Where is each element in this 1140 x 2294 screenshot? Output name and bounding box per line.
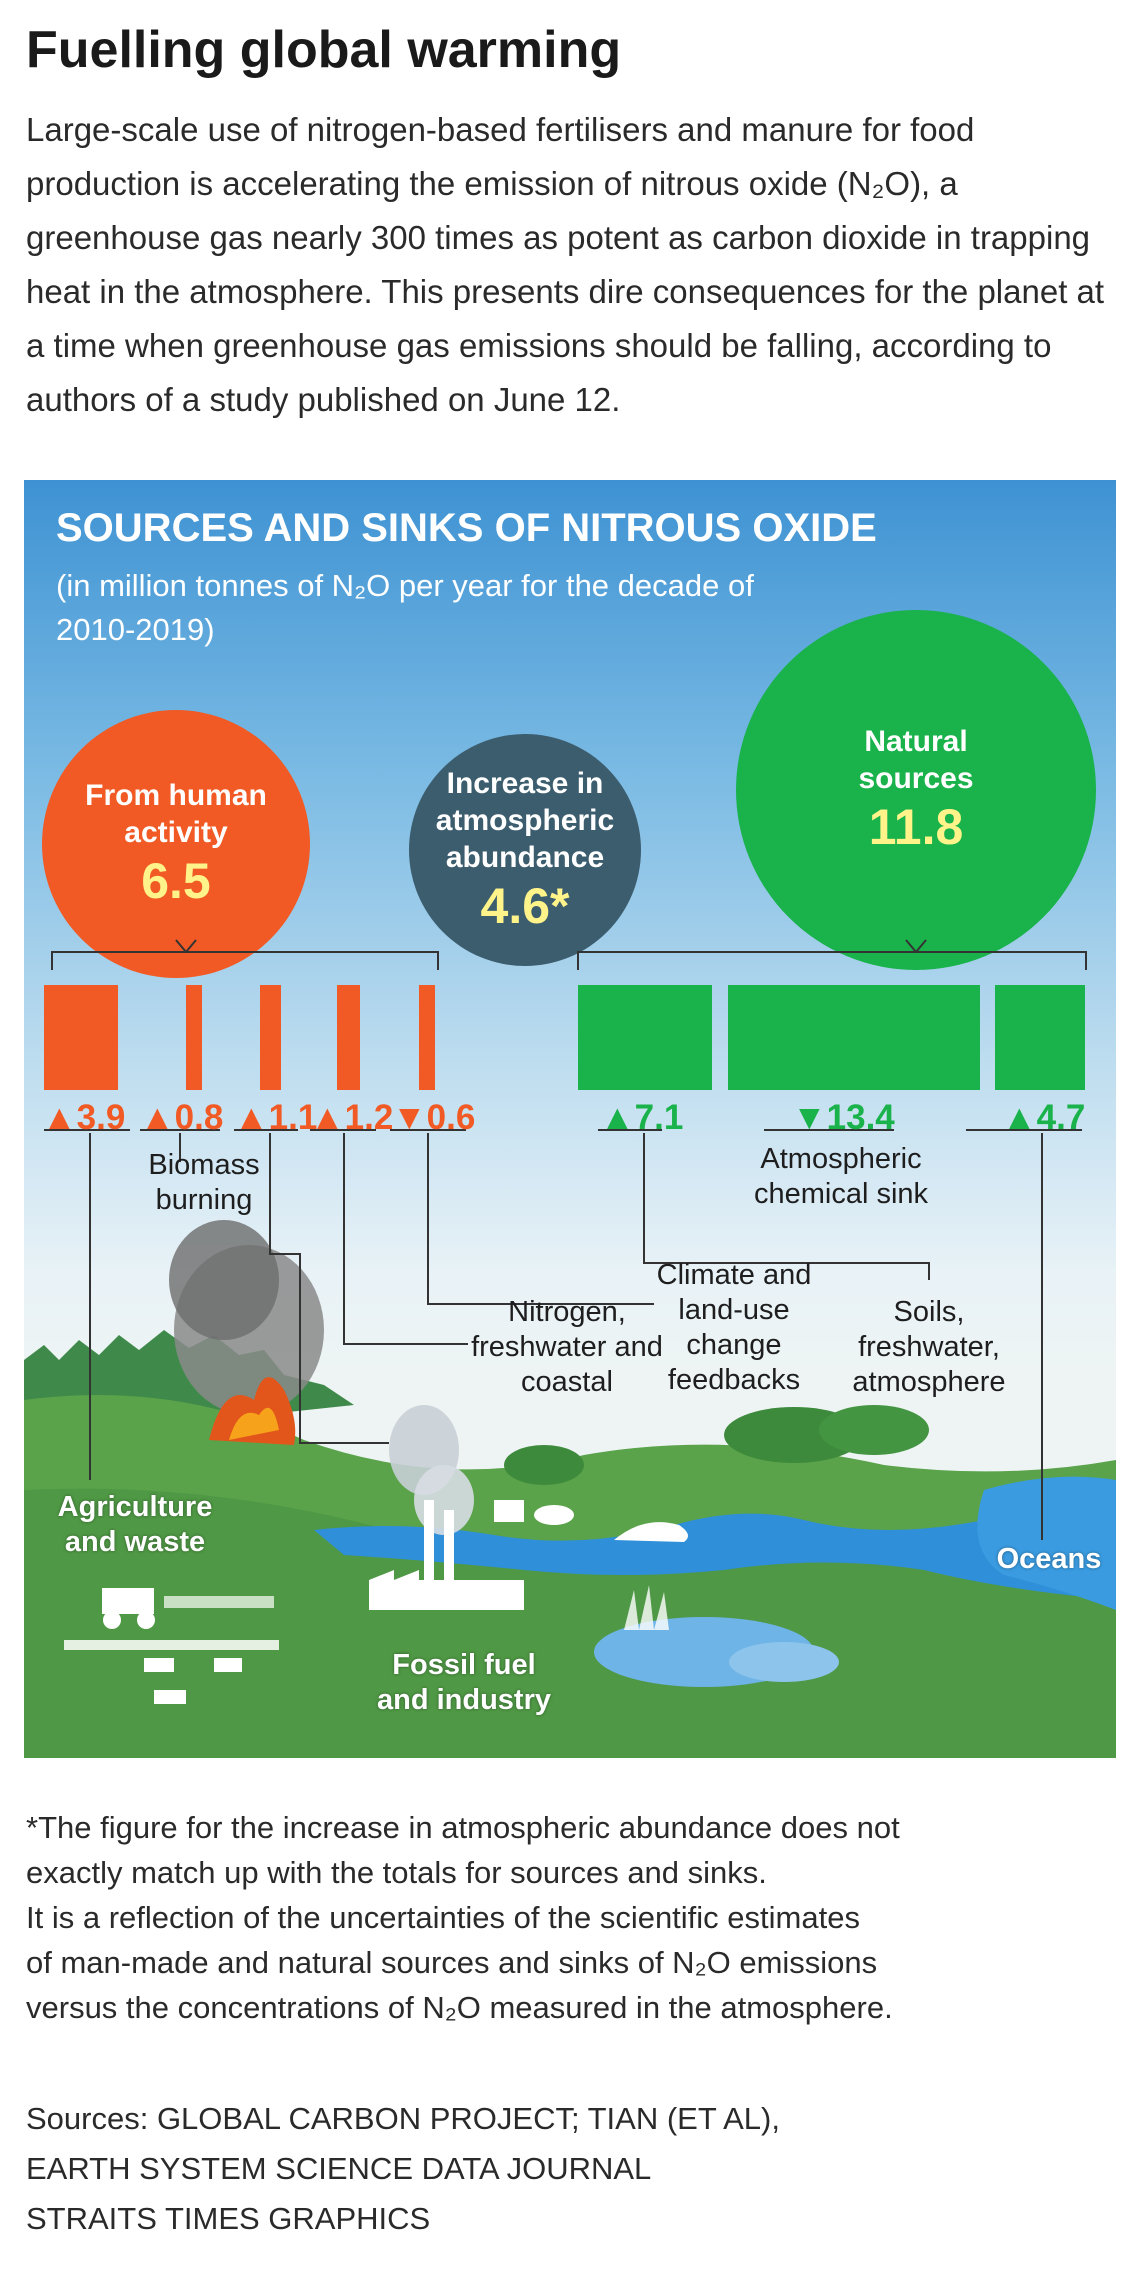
natural-bar-2 bbox=[995, 985, 1085, 1090]
panel-subtitle: (in million tonnes of N₂O per year for t… bbox=[56, 568, 754, 647]
human-bar-1 bbox=[186, 985, 202, 1090]
footnote-line: It is a reflection of the uncertainties … bbox=[26, 1900, 860, 1935]
footnote-line: of man-made and natural sources and sink… bbox=[26, 1945, 878, 1980]
footnote-line: *The figure for the increase in atmosphe… bbox=[26, 1810, 900, 1845]
label-oceans: Oceans bbox=[996, 1543, 1102, 1575]
label-soils-freshwater: Soils, freshwater, atmosphere bbox=[852, 1296, 1006, 1398]
label-biomass-burning: Biomass burning bbox=[148, 1149, 260, 1216]
human-activity-circle: From human activity 6.5 bbox=[42, 710, 310, 978]
human-value-4: ▼0.6 bbox=[392, 1098, 476, 1137]
atmospheric-abundance-value: 4.6* bbox=[480, 877, 570, 934]
atmospheric-abundance-circle: Increase in atmospheric abundance 4.6* bbox=[409, 734, 641, 966]
footnote: *The figure for the increase in atmosphe… bbox=[26, 1805, 1116, 2030]
footnote-line: versus the concentrations of N₂O measure… bbox=[26, 1990, 893, 2025]
human-bar-2 bbox=[260, 985, 281, 1090]
footnote-line: exactly match up with the totals for sou… bbox=[26, 1855, 767, 1890]
human-bar-0 bbox=[44, 985, 118, 1090]
human-bar-4 bbox=[419, 985, 435, 1090]
panel-title: SOURCES AND SINKS OF NITROUS OXIDE bbox=[56, 506, 877, 550]
natural-bar-0 bbox=[578, 985, 712, 1090]
natural-sources-circle: Natural sources 11.8 bbox=[736, 610, 1096, 970]
label-nitrogen-freshwater: Nitrogen, freshwater and coastal bbox=[471, 1296, 663, 1398]
natural-value-1: ▼13.4 bbox=[792, 1098, 895, 1137]
label-atmospheric-sink: Atmospheric chemical sink bbox=[753, 1143, 929, 1210]
natural-sources-label: Natural sources bbox=[858, 725, 974, 795]
source-line: EARTH SYSTEM SCIENCE DATA JOURNAL bbox=[26, 2151, 652, 2186]
natural-value-0: ▲7.1 bbox=[600, 1098, 684, 1137]
sources: Sources: GLOBAL CARBON PROJECT; TIAN (ET… bbox=[26, 2094, 780, 2244]
intro-paragraph: Large-scale use of nitrogen-based fertil… bbox=[26, 111, 1105, 418]
human-value-3: ▲1.2 bbox=[310, 1098, 394, 1137]
bracket-lines bbox=[44, 939, 1087, 1540]
headline: Fuelling global warming bbox=[26, 21, 622, 79]
natural-sources-value: 11.8 bbox=[868, 799, 964, 855]
human-activity-value: 6.5 bbox=[141, 853, 211, 909]
label-agriculture-waste: Agriculture and waste bbox=[57, 1491, 213, 1558]
atmospheric-abundance-label: Increase in atmospheric abundance bbox=[435, 766, 615, 874]
natural-value-2: ▲4.7 bbox=[1002, 1098, 1086, 1137]
human-value-2: ▲1.1 bbox=[234, 1098, 318, 1137]
infographic-panel: SOURCES AND SINKS OF NITROUS OXIDE (in m… bbox=[24, 480, 1116, 1758]
human-value-1: ▲0.8 bbox=[140, 1098, 224, 1137]
source-line: Sources: GLOBAL CARBON PROJECT; TIAN (ET… bbox=[26, 2101, 780, 2136]
natural-bar-1 bbox=[728, 985, 980, 1090]
human-activity-label: From human activity bbox=[85, 779, 267, 849]
source-line: STRAITS TIMES GRAPHICS bbox=[26, 2201, 431, 2236]
label-climate-feedbacks: Climate and land-use change feedbacks bbox=[656, 1259, 812, 1396]
landscape-illustration bbox=[24, 1220, 1116, 1758]
label-fossil-fuel: Fossil fuel and industry bbox=[376, 1649, 551, 1716]
human-value-0: ▲3.9 bbox=[42, 1098, 126, 1137]
human-bar-3 bbox=[337, 985, 360, 1090]
